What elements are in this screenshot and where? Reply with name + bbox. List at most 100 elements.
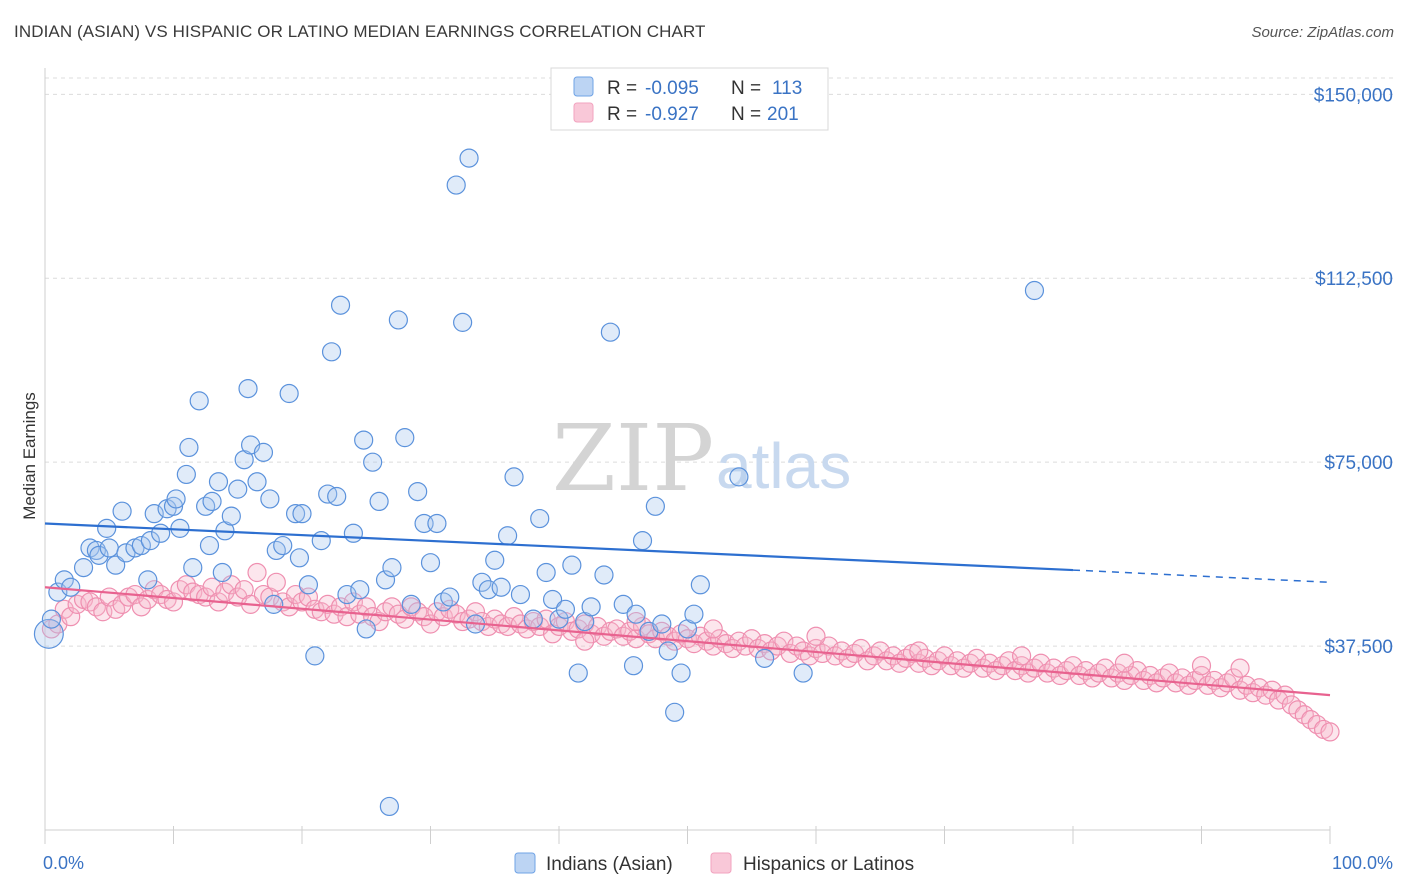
series-legend: Indians (Asian) Hispanics or Latinos [514, 852, 914, 875]
hispanics-point-49 [356, 597, 376, 617]
indians-point-79 [472, 572, 492, 592]
hispanics-point-11 [112, 594, 132, 614]
indians-point-83 [498, 526, 518, 546]
indians-point-100 [626, 604, 646, 624]
hispanics-point-3 [61, 607, 81, 627]
watermark: ZIP atlas [552, 405, 851, 512]
indians-point-39 [247, 472, 267, 492]
indians-point-98 [613, 594, 633, 614]
indians-point-53 [321, 342, 342, 362]
series-hispanics-points [41, 562, 1340, 742]
hispanics-point-205 [1011, 646, 1032, 666]
indians-point-88 [536, 562, 556, 583]
indians-point-37 [238, 378, 258, 399]
axes [44, 68, 1331, 844]
indians-point-59 [354, 430, 374, 450]
indians-point-12 [112, 501, 132, 521]
hispanics-point-199 [1320, 722, 1340, 742]
indians-point-22 [166, 489, 186, 509]
hispanics-point-109 [742, 629, 762, 649]
legend-swatch-hispanics [710, 852, 732, 874]
indians-point-13 [116, 543, 136, 563]
indians-point-8 [89, 545, 109, 565]
legend-label-hispanics: Hispanics or Latinos [743, 854, 914, 875]
indians-point-47 [289, 548, 310, 568]
legend-box [550, 67, 829, 131]
indians-point-19 [151, 523, 171, 543]
indians-point-74 [440, 587, 460, 607]
indians-point-95 [581, 597, 601, 617]
hispanics-point-200 [575, 631, 595, 651]
indians-point-41 [260, 489, 280, 509]
watermark-zip: ZIP [552, 405, 714, 512]
indians-point-111 [729, 467, 749, 487]
gridlines [45, 77, 1395, 647]
hispanics-point-129 [870, 641, 890, 661]
indians-point-103 [645, 496, 665, 516]
indians-point-17 [140, 531, 160, 551]
hispanics-point-206 [1114, 653, 1135, 673]
x-tick-labels: 0.0% 100.0% [43, 853, 1393, 873]
hispanics-point-58 [414, 607, 434, 627]
indians-point-26 [183, 558, 203, 578]
indians-point-89 [542, 589, 563, 610]
indians-point-76 [453, 312, 473, 332]
indians-point-31 [208, 472, 229, 492]
indians-point-62 [369, 491, 389, 512]
hispanics-point-139 [934, 646, 955, 666]
indians-point-82 [491, 577, 511, 597]
indians-point-25 [179, 437, 199, 458]
indians-point-21 [163, 496, 184, 516]
indians-point-24 [176, 464, 196, 485]
indians-point-54 [327, 486, 347, 507]
indians-point-64 [379, 796, 399, 817]
legend-label-indians: Indians (Asian) [546, 854, 673, 875]
hispanics-point-154 [1031, 653, 1051, 673]
indians-point-27 [189, 391, 209, 411]
indians-point-113 [793, 663, 813, 683]
indians-point-86 [523, 609, 543, 629]
hispanics-point-47 [343, 592, 363, 612]
hispanics-point-35 [266, 572, 286, 592]
indians-point-50 [305, 646, 325, 666]
legend-n-value-1: 113 [772, 78, 802, 99]
watermark-atlas: atlas [716, 430, 851, 502]
indians-point-112 [754, 648, 775, 668]
trend-hispanics [44, 586, 1331, 697]
y-tick-label-1: $75,000 [1324, 453, 1393, 474]
indians-point-60 [356, 619, 376, 639]
indians-point-29 [199, 535, 220, 556]
indians-point-45 [279, 383, 299, 404]
hispanics-point-32 [247, 562, 267, 583]
indians-point-56 [337, 584, 357, 605]
y-tick-label-2: $112,500 [1315, 269, 1393, 290]
hispanics-point-144 [967, 648, 987, 668]
indians-point-90 [549, 609, 569, 629]
indians-point-1 [41, 609, 62, 629]
indians-point-9 [97, 518, 117, 538]
indians-point-4 [61, 577, 81, 597]
indians-point-48 [292, 504, 312, 524]
hispanics-point-14 [131, 597, 151, 617]
trend-lines [44, 522, 1331, 697]
hispanics-point-202 [703, 619, 723, 639]
indians-point-66 [388, 310, 408, 330]
hispanics-point-27 [215, 582, 235, 602]
indians-point-16 [138, 570, 158, 590]
indians-point-15 [131, 535, 151, 556]
hispanics-point-208 [1230, 658, 1250, 678]
hispanics-point-121 [819, 636, 839, 656]
indians-point-40 [253, 442, 274, 462]
trend-indians-dashed [1072, 569, 1331, 584]
indians-point-96 [594, 565, 614, 585]
hispanics-point-21 [176, 575, 196, 595]
chart-title: INDIAN (ASIAN) VS HISPANIC OR LATINO MED… [14, 22, 706, 41]
legend-r-label-2: R = [607, 104, 637, 125]
indians-point-110 [690, 575, 710, 595]
indians-point-10 [99, 538, 119, 558]
indians-point-11 [106, 555, 126, 575]
indians-point-99 [623, 656, 644, 676]
series-indians-points [33, 148, 1045, 817]
indians-point-42 [264, 594, 284, 614]
